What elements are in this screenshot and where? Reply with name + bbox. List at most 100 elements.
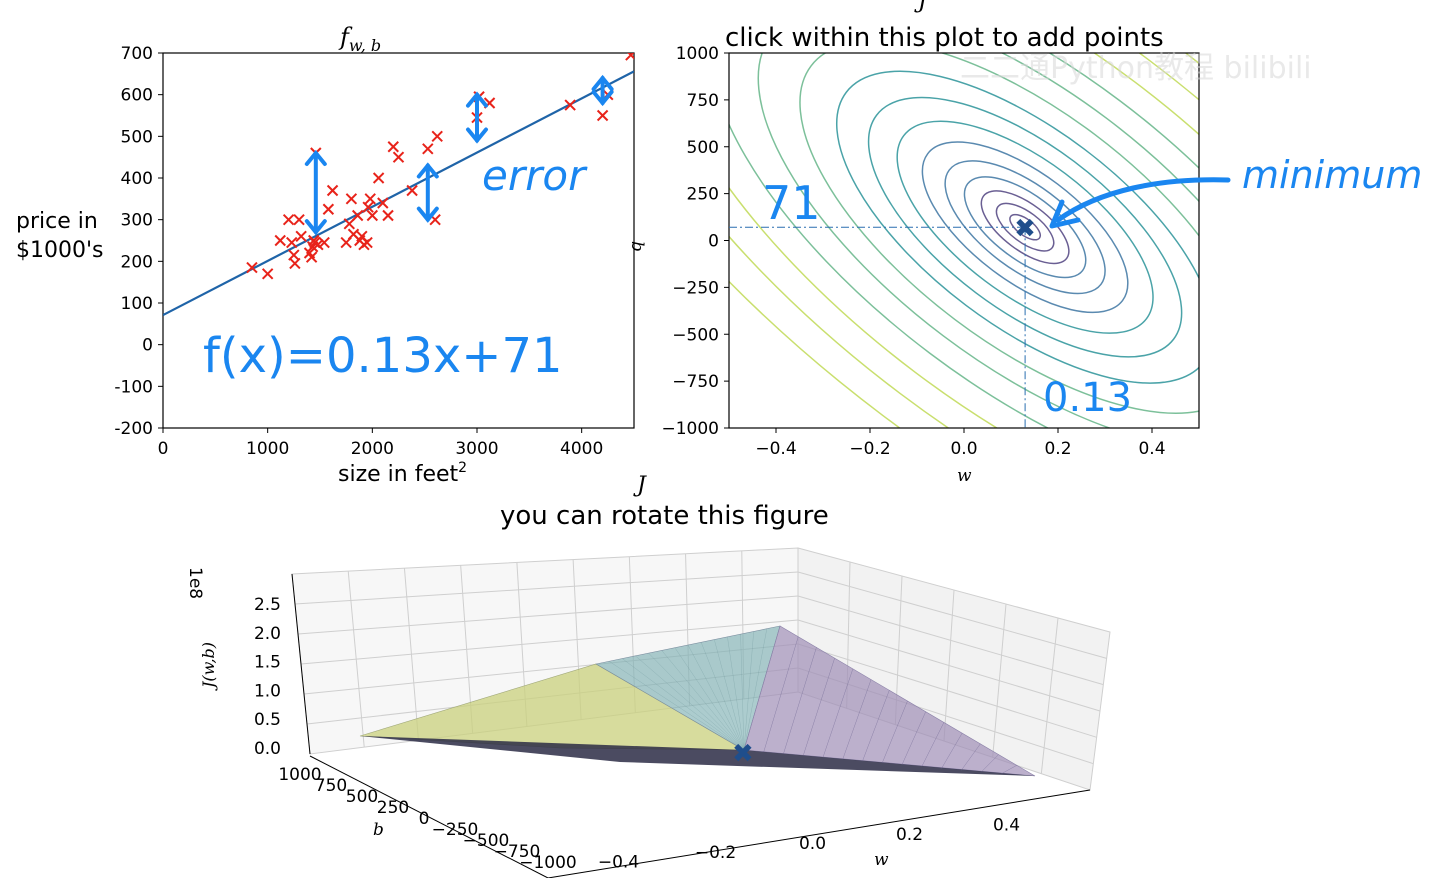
w-tick-label: 0.2 (896, 825, 923, 845)
contour-line (963, 176, 1087, 279)
data-point (366, 209, 379, 222)
grid-line (797, 571, 1107, 659)
error-arrow (466, 91, 488, 144)
w-tick-label: 0.4 (993, 816, 1020, 836)
scatter-y-tick-label: -100 (114, 377, 153, 397)
surface-mesh (609, 628, 1017, 775)
b-value-annotation: 71 (762, 176, 821, 230)
contour-line (757, 53, 1199, 428)
contour-x-ticks: −0.4 −0.2 0.0 0.2 0.4 (755, 428, 1166, 459)
error-arrow (591, 74, 614, 107)
contour-line (980, 190, 1070, 265)
contour-line (867, 96, 1183, 358)
contour-y-tick-label: 0 (708, 232, 719, 252)
contour-y-tick-label: 500 (687, 138, 719, 158)
z-ticks: 2.5 2.0 1.5 1.0 0.5 0.0 (254, 595, 281, 759)
minimum-arrowhead (1049, 199, 1081, 229)
mesh-line (783, 647, 817, 754)
contour-y-tick-label: −500 (672, 325, 719, 345)
contour-line (729, 53, 1199, 428)
data-point (286, 236, 298, 249)
mesh-line (648, 653, 745, 751)
surface-plot[interactable]: J you can rotate this figure ✖ 2.5 2.0 1.5… (185, 473, 1111, 878)
contour-title: click within this plot to add points (725, 23, 1164, 53)
scatter-x-tick-label: 3000 (455, 439, 498, 459)
w-tick-label: 0.0 (799, 834, 826, 854)
contour-y-label: b (627, 241, 647, 252)
mesh-line (687, 644, 745, 751)
grid-line (294, 571, 799, 605)
data-point (431, 130, 443, 143)
scatter-y-tick-label: 200 (121, 252, 153, 272)
scatter-x-tick-label: 2000 (351, 439, 394, 459)
grid-line (797, 619, 1101, 712)
mesh-line (881, 700, 908, 764)
scatter-plot: fw, b 0 1000 2000 3000 4000 7006005004003002… (16, 23, 635, 487)
contour-line (729, 53, 1199, 428)
contour-lines[interactable] (410, 0, 1453, 772)
scatter-x-ticks: 0 1000 2000 3000 4000 (158, 428, 603, 459)
formula-annotation: f(x)=0.13x+71 (203, 328, 563, 384)
contour-y-tick-label: 750 (687, 91, 719, 111)
surface-front-face (360, 736, 1035, 776)
mesh-line (980, 754, 999, 773)
w-axis-line (547, 789, 1091, 878)
scatter-y-label-line1: price in (16, 209, 98, 234)
scatter-x-tick-label: 1000 (246, 439, 289, 459)
mesh-line (635, 655, 745, 751)
data-point (351, 209, 364, 222)
scatter-y-tick-label: 500 (121, 127, 153, 147)
contour-line (1009, 213, 1042, 241)
data-point (289, 257, 301, 270)
mesh-line (674, 647, 745, 751)
data-point (322, 203, 335, 215)
contour-x-label: w (957, 466, 972, 486)
contour-y-tick-label: 250 (687, 185, 719, 205)
mesh-line (714, 639, 745, 751)
surface-minimum-marker: ✖ (732, 739, 754, 769)
scatter-y-tick-label: 300 (121, 211, 153, 231)
mesh-line (743, 628, 768, 751)
data-point (372, 172, 385, 184)
mesh-line (763, 636, 799, 752)
b-axis-label: b (373, 820, 384, 840)
error-arrows (304, 74, 614, 236)
minimum-arrow (1055, 177, 1231, 223)
b-tick-label: 500 (346, 787, 378, 807)
data-point (406, 184, 418, 197)
scatter-y-ticks: 700 600 500 400 300 200 100 0 -100 -200 (114, 44, 163, 439)
b-tick-label: −750 (494, 842, 541, 862)
contour-x-tick-label: −0.4 (755, 439, 796, 459)
contour-line (921, 141, 1129, 314)
surface-title-top: J (633, 473, 647, 498)
w-value-annotation: 0.13 (1043, 375, 1132, 421)
data-point (274, 234, 286, 247)
scatter-y-tick-label: 0 (142, 336, 153, 356)
w-axis-label: w (874, 850, 889, 870)
fit-line (163, 70, 634, 317)
mesh-line (609, 661, 745, 751)
data-point (246, 261, 258, 274)
mesh-line (822, 668, 854, 758)
scatter-y-tick-label: 100 (121, 294, 153, 314)
b-axis-line (309, 755, 549, 878)
contour-line (835, 70, 1199, 384)
scatter-y-label-line2: $1000's (16, 238, 104, 263)
b-tick-label: −1000 (519, 853, 577, 873)
surface-title: you can rotate this figure (500, 501, 829, 531)
contour-y-tick-label: 1000 (676, 44, 719, 64)
minimum-annotation: minimum (1242, 153, 1422, 197)
contour-x-tick-label: −0.2 (849, 439, 890, 459)
data-point (361, 236, 373, 249)
data-point (305, 251, 318, 263)
z-tick-label: 0.0 (254, 739, 281, 759)
b-tick-label: 750 (315, 776, 347, 796)
error-arrow (416, 162, 439, 223)
data-point (282, 213, 295, 226)
mesh-line (740, 634, 745, 751)
contour-line (729, 53, 1199, 428)
scatter-y-tick-label: 700 (121, 44, 153, 64)
grid-line (797, 595, 1104, 686)
